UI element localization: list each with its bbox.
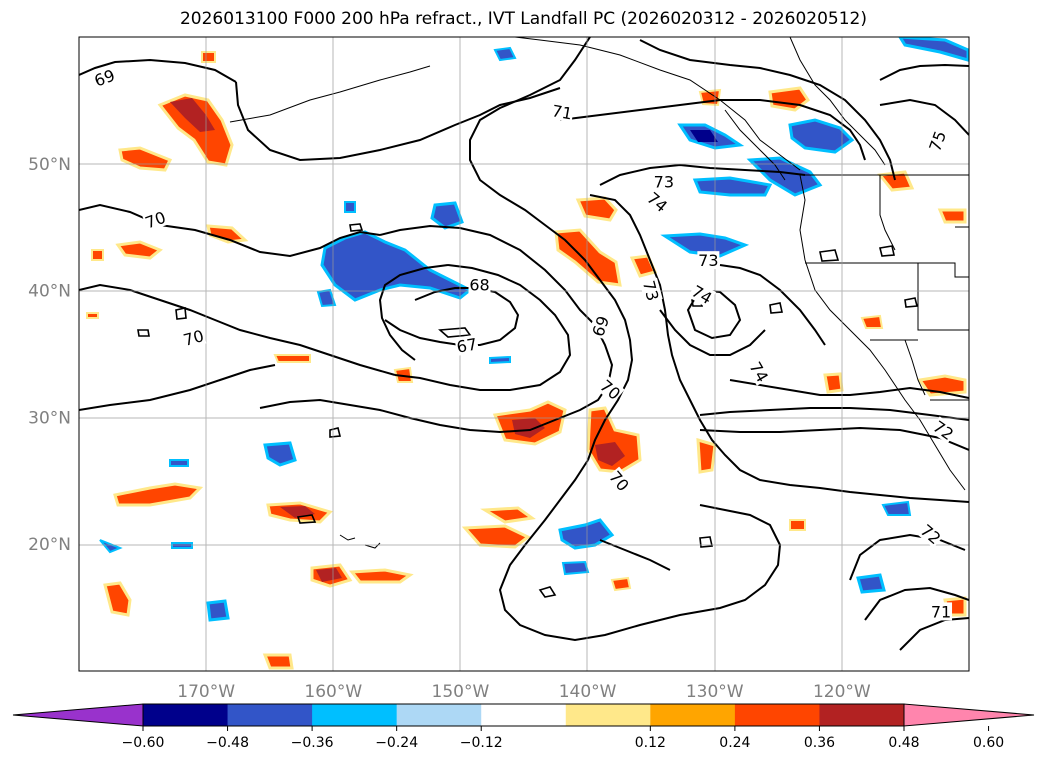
contour-label: 73	[697, 251, 720, 270]
colorbar-segment	[481, 704, 567, 726]
contour-label-text: 73	[698, 251, 718, 270]
contour-label-bg	[141, 207, 169, 232]
contour-label-text: 68	[469, 275, 489, 294]
lat-tick-label: 20°N	[28, 535, 71, 555]
small-contours	[137, 223, 919, 598]
map-frame	[78, 36, 970, 672]
lon-tick-label: 130°W	[686, 682, 744, 702]
colorbar-segment	[819, 704, 905, 726]
colorbar-tick-label: 0.12	[635, 735, 666, 751]
colorbar-tick-label: −0.12	[460, 735, 503, 751]
contour-label-bg	[549, 101, 575, 123]
contour-label-text: 71	[550, 101, 573, 123]
contour-label-text: 72	[917, 521, 945, 549]
contour-label-bg	[468, 275, 491, 294]
contour-label: 74	[745, 357, 773, 386]
contour-label-text: 70	[596, 376, 624, 404]
political-borders	[800, 174, 969, 401]
lon-tick-label: 120°W	[813, 682, 871, 702]
contour-label: 70	[180, 325, 207, 350]
contour-label-text: 72	[929, 417, 957, 444]
contour-label-text: 75	[925, 128, 950, 154]
contour-label: 70	[596, 375, 625, 404]
colorbar-arrow-high	[903, 703, 1035, 727]
contour-label-bg	[687, 281, 717, 308]
longitude-labels: 170°W 160°W 150°W 140°W 130°W 120°W	[177, 682, 871, 702]
colorbar-segment	[565, 704, 651, 726]
contour-label-bg	[639, 277, 663, 304]
colorbar-tick-label: −0.48	[206, 735, 249, 751]
contour-label: 73	[652, 172, 675, 192]
contour-label-text: 69	[92, 66, 118, 91]
colorbar-tick-label: −0.24	[375, 735, 418, 751]
lat-tick-label: 40°N	[28, 282, 71, 302]
contour-label-bg	[91, 65, 118, 90]
contour-label: 70	[141, 207, 169, 233]
contour-label-text: 74	[643, 188, 671, 216]
refractivity-contours	[79, 37, 969, 651]
lon-tick-label: 150°W	[432, 682, 490, 702]
colorbar-tick-label: 0.60	[973, 735, 1004, 751]
contour-label-text: 70	[181, 326, 206, 350]
colorbar: −0.60 −0.48 −0.36 −0.24 −0.12 0.12 0.24 0.36 0.4…	[12, 703, 1035, 751]
anomaly-shading	[86, 37, 969, 670]
contour-label-text: 70	[143, 208, 169, 233]
colorbar-segment	[396, 704, 482, 726]
contour-label-text: 73	[654, 173, 674, 192]
colorbar-arrow-low	[12, 703, 144, 727]
contour-label-bg	[643, 187, 672, 216]
colorbar-tick-label: 0.24	[719, 735, 750, 751]
colorbar-segment	[227, 704, 313, 726]
contour-label: 75	[924, 127, 950, 155]
contour-label: 71	[549, 101, 575, 123]
contour-label-text: 67	[455, 334, 478, 356]
gridlines	[79, 37, 969, 671]
contour-label: 72	[929, 416, 958, 444]
contour-label-text: 69	[588, 313, 613, 339]
contour-label-bg	[652, 172, 675, 191]
contour-label-bg	[596, 375, 625, 404]
lon-tick-label: 160°W	[304, 682, 362, 702]
lon-tick-label: 170°W	[177, 682, 235, 702]
map-title: 2026013100 F000 200 hPa refract., IVT La…	[179, 9, 867, 29]
contour-label-bg	[454, 334, 480, 356]
contour-label-bg	[916, 520, 946, 549]
latitude-labels: 50°N 40°N 30°N 20°N	[28, 155, 71, 555]
contour-label-bg	[930, 602, 953, 621]
contour-label: 71	[930, 602, 953, 621]
colorbar-segment	[312, 704, 398, 726]
contour-label-bg	[180, 325, 207, 350]
contour-label-bg	[924, 127, 950, 155]
contour-label: 72	[916, 520, 946, 549]
contour-label-bg	[588, 312, 613, 340]
contour-label-bg	[697, 251, 720, 270]
contour-label: 68	[468, 275, 491, 294]
contour-label-bg	[605, 466, 634, 496]
coastlines	[229, 37, 966, 549]
contour-label-bg	[745, 357, 773, 386]
colorbar-tick-label: 0.36	[804, 735, 835, 751]
colorbar-segment	[143, 704, 229, 726]
contour-label-bg	[929, 416, 958, 444]
contour-label-text: 73	[639, 278, 663, 303]
contour-label-text: 74	[745, 358, 772, 385]
colorbar-segment	[734, 704, 820, 726]
colorbar-segment	[650, 704, 736, 726]
contour-label: 69	[91, 65, 118, 90]
colorbar-tick-label: −0.60	[122, 735, 165, 751]
contour-label: 67	[454, 334, 480, 357]
contour-label-text: 71	[931, 602, 951, 621]
contour-label: 73	[639, 277, 663, 304]
contour-label: 74	[643, 187, 672, 216]
contour-label: 69	[588, 312, 613, 340]
lat-tick-label: 50°N	[28, 155, 71, 175]
colorbar-tick-label: 0.48	[888, 735, 919, 751]
colorbar-tick-label: −0.36	[291, 735, 334, 751]
lat-tick-label: 30°N	[28, 408, 71, 428]
colorbar-frame	[142, 703, 905, 727]
lon-tick-label: 140°W	[559, 682, 617, 702]
